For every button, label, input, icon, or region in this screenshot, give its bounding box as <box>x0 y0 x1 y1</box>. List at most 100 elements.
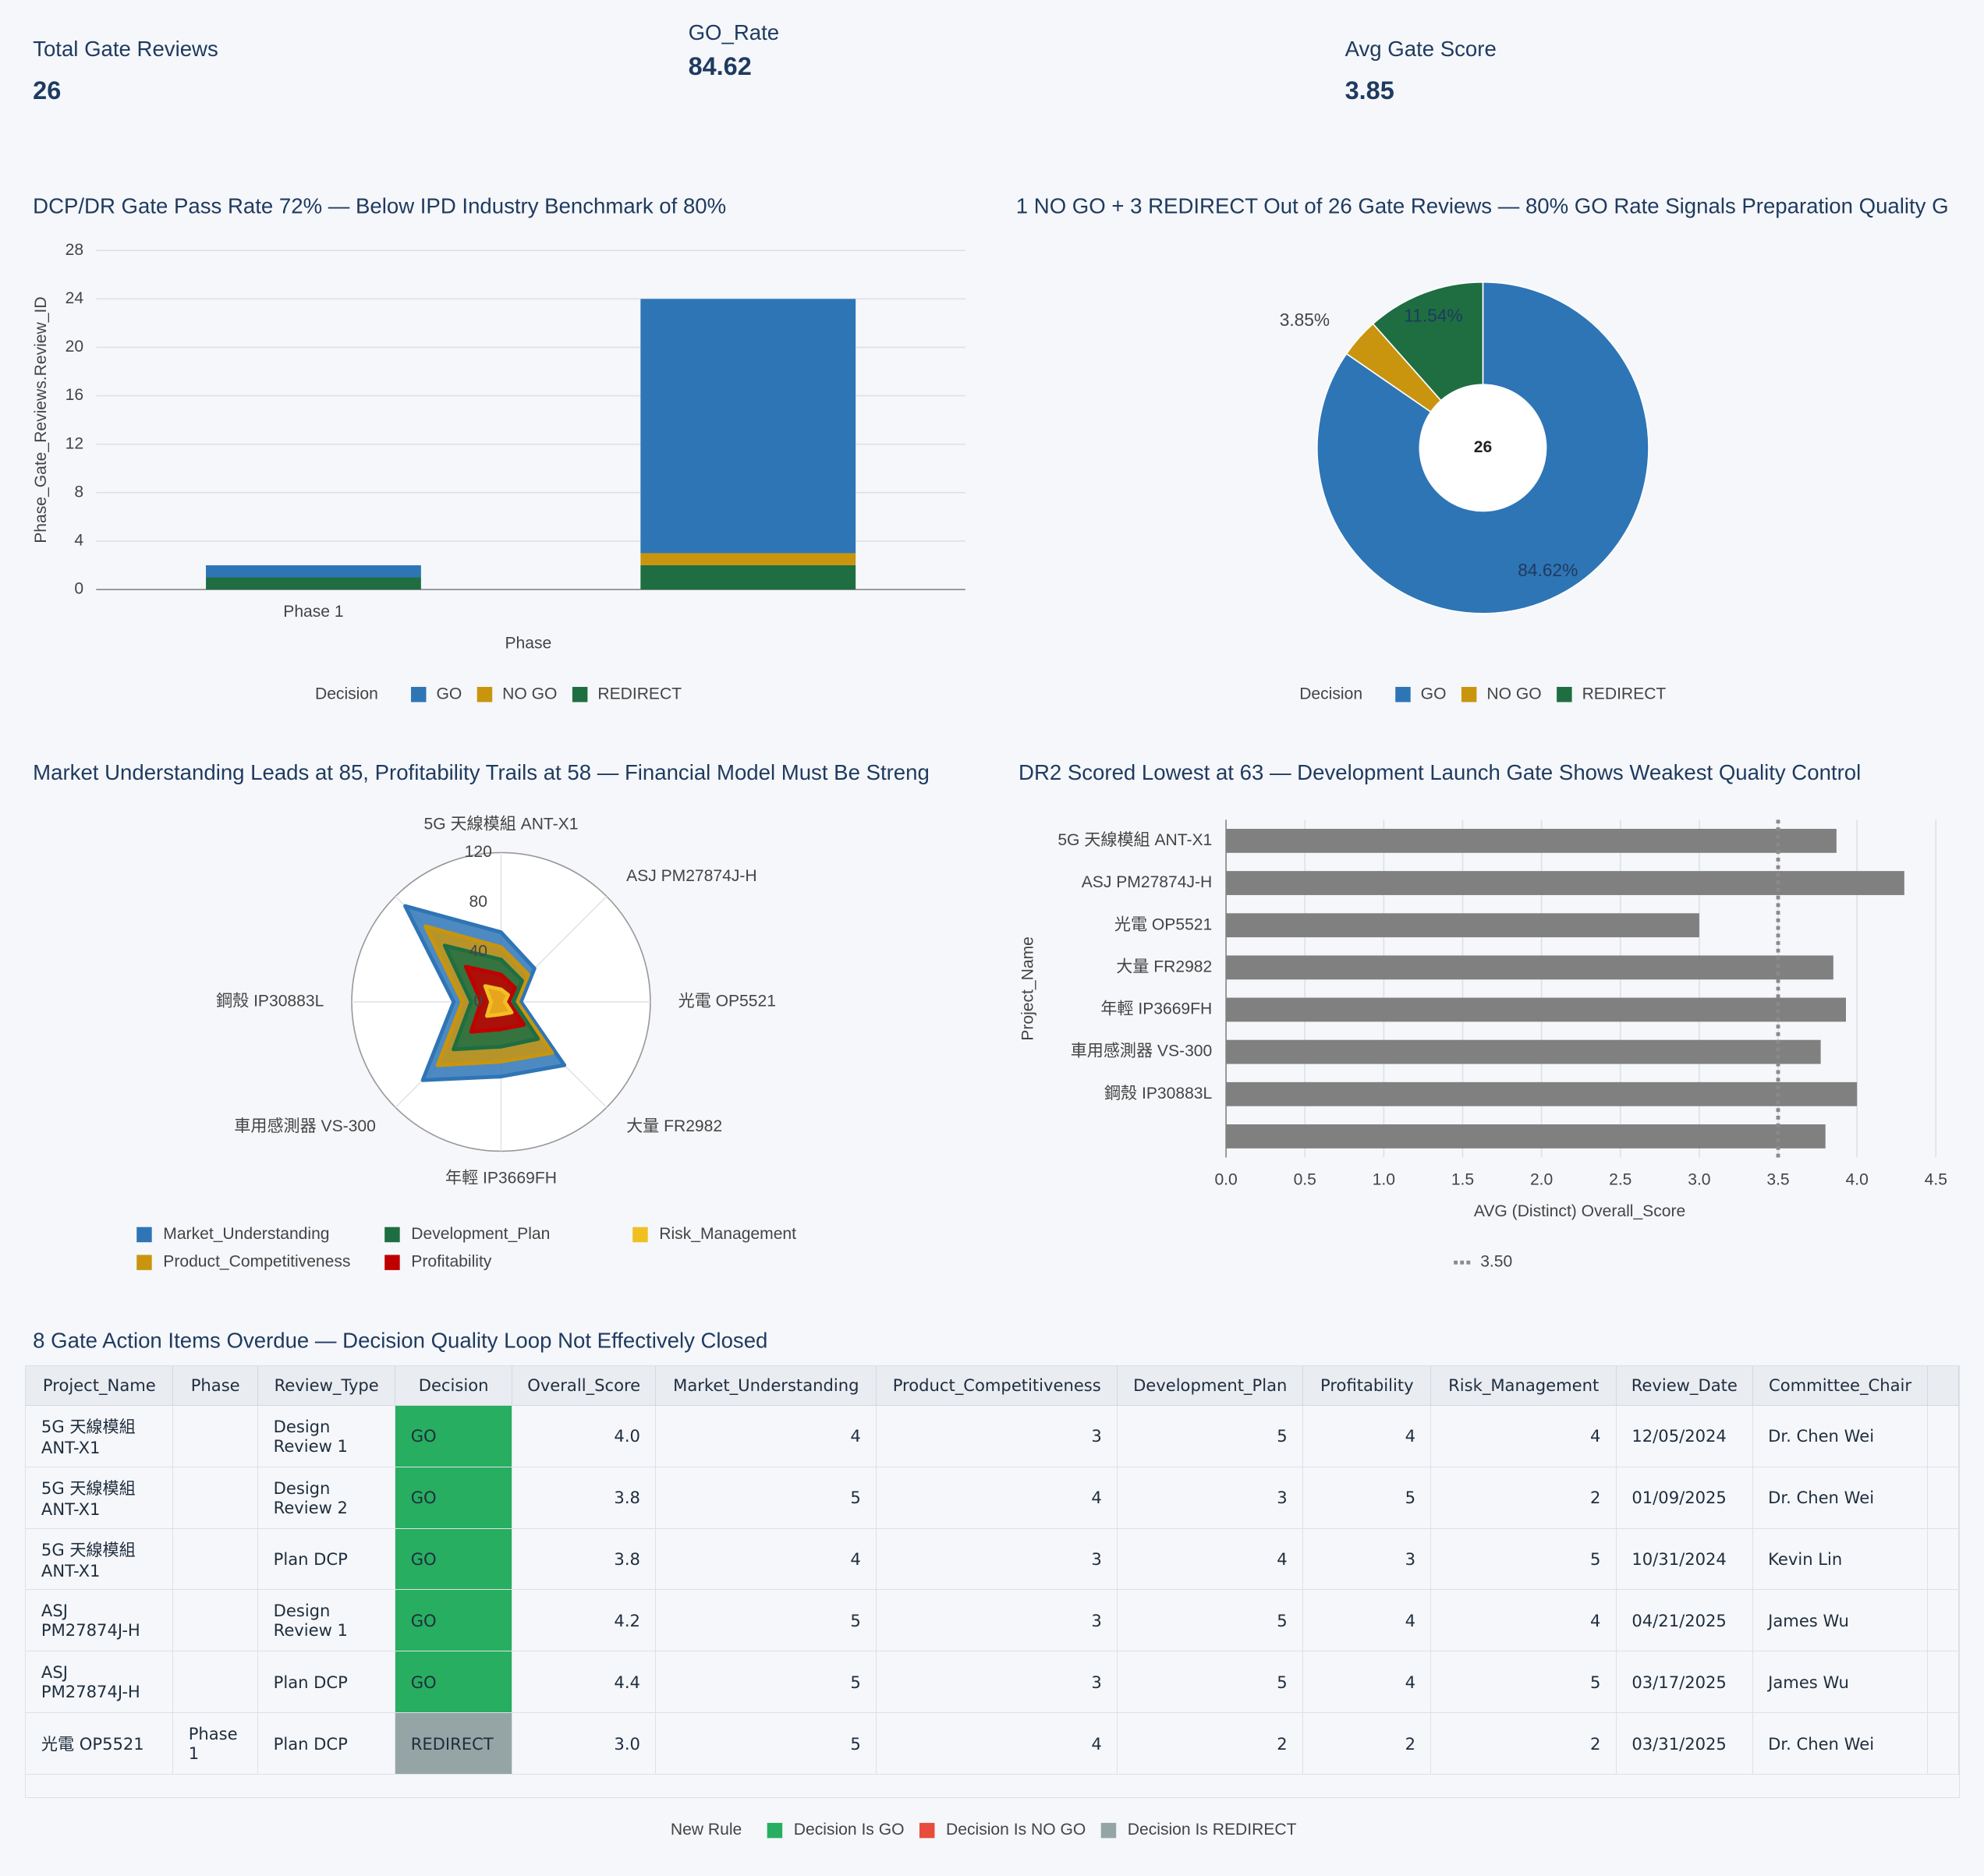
table-cell: 2 <box>1430 1467 1617 1529</box>
table-cell: ASJ PM27874J-H <box>26 1589 174 1652</box>
bar <box>1226 1039 1821 1064</box>
row-filler <box>1927 1712 1960 1775</box>
bar-segment <box>640 565 856 590</box>
table-cell: 2 <box>1117 1712 1304 1775</box>
x-tick-label: 2.5 <box>1609 1170 1631 1188</box>
table-cell: 4 <box>1430 1405 1617 1467</box>
center-label: 26 <box>1474 438 1492 456</box>
legend-swatch <box>632 1226 648 1243</box>
table-cell: 3.8 <box>512 1467 657 1529</box>
column-header: Profitability <box>1302 1365 1432 1406</box>
bar <box>1226 913 1699 938</box>
table-cell: 3 <box>1302 1528 1432 1591</box>
bar-segment <box>206 565 421 578</box>
kpi-value: 3.85 <box>1345 76 1394 104</box>
table-cell: 4 <box>876 1712 1118 1775</box>
row-filler <box>1927 1405 1960 1467</box>
decision-cell: GO <box>395 1651 512 1714</box>
table-cell: Plan DCP <box>257 1651 396 1714</box>
bar <box>1226 955 1833 980</box>
legend-label: GO <box>436 685 462 703</box>
table-row: 5G 天線模組 ANT-X1 Design Review 1 GO 4.0 4 3 5 4 4 1… <box>26 1405 1960 1467</box>
bar <box>1226 1124 1826 1149</box>
table-cell: 5 <box>1117 1405 1304 1467</box>
kpi-label: GO_Rate <box>689 20 780 44</box>
x-tick-label: 2.0 <box>1530 1170 1553 1188</box>
y-tick-label: 鋼殼 IP30883L <box>1104 1084 1213 1103</box>
table-cell: 5G 天線模組 ANT-X1 <box>26 1405 174 1467</box>
row-filler <box>1927 1528 1960 1591</box>
category-label: 光電 OP5521 <box>678 992 776 1011</box>
table-cell: James Wu <box>1752 1589 1929 1652</box>
table-cell: 5G 天線模組 ANT-X1 <box>26 1528 174 1591</box>
table-cell: 5 <box>655 1589 877 1652</box>
y-tick-label: 28 <box>66 241 83 259</box>
table-cell: 3 <box>876 1528 1118 1591</box>
legend-label: Decision Is GO <box>794 1821 905 1839</box>
decision-cell: GO <box>395 1528 512 1591</box>
r-tick-label: 120 <box>465 843 492 861</box>
y-tick-label: 大量 FR2982 <box>1116 957 1212 975</box>
y-tick-label: 12 <box>66 434 83 452</box>
x-tick-label: 0.0 <box>1214 1170 1237 1188</box>
chart-title: 1 NO GO + 3 REDIRECT Out of 26 Gate Revi… <box>1016 193 1949 218</box>
y-tick-label: 光電 OP5521 <box>1114 915 1212 933</box>
table-cell: 4 <box>1302 1589 1432 1652</box>
decision-cell: REDIRECT <box>395 1712 512 1775</box>
legend-swatch <box>1395 686 1411 703</box>
column-header: Market_Understanding <box>655 1365 877 1406</box>
legend-label: GO <box>1421 685 1447 703</box>
y-tick-label: 24 <box>66 289 84 307</box>
category-label: ASJ PM27874J-H <box>626 867 757 885</box>
category-label: 年輕 IP3669FH <box>445 1169 557 1188</box>
bar <box>1226 1081 1858 1106</box>
table-cell: 5 <box>1430 1651 1617 1714</box>
y-tick-label: 8 <box>74 483 83 501</box>
table-cell: 5 <box>1430 1528 1617 1591</box>
legend-title: New Rule <box>671 1821 742 1839</box>
legend-swatch <box>1461 686 1477 703</box>
table-row: 光電 OP5521 Phase 1 Plan DCP REDIRECT 3.0 5 4 2 2 2… <box>26 1712 1960 1775</box>
data-label: 11.54% <box>1404 306 1462 326</box>
x-tick-label: 4.5 <box>1925 1170 1947 1188</box>
decision-cell: GO <box>395 1589 512 1652</box>
table-cell: Dr. Chen Wei <box>1752 1467 1929 1529</box>
row-filler <box>1927 1589 1960 1652</box>
column-header: Overall_Score <box>512 1365 657 1406</box>
table-cell: 2 <box>1430 1712 1617 1775</box>
table-cell: Plan DCP <box>257 1528 396 1591</box>
legend-swatch <box>572 686 588 703</box>
donut-hole <box>1419 384 1546 511</box>
table-cell: 03/31/2025 <box>1616 1712 1753 1775</box>
legend-label: NO GO <box>1486 685 1541 703</box>
bar-segment <box>206 577 421 590</box>
table-cell: ASJ PM27874J-H <box>26 1651 174 1714</box>
y-axis-label: Phase_Gate_Reviews.Review_ID <box>32 296 50 543</box>
table-cell: 5 <box>655 1651 877 1714</box>
legend-swatch <box>136 1226 152 1243</box>
table-cell: 4 <box>655 1405 877 1467</box>
column-header: Decision <box>395 1365 512 1406</box>
table-cell: 5 <box>655 1467 877 1529</box>
table-cell: 5 <box>1302 1467 1432 1529</box>
x-tick-label: 3.0 <box>1688 1170 1710 1188</box>
table-cell: 4 <box>1117 1528 1304 1591</box>
legend-label: Development_Plan <box>411 1225 550 1243</box>
header-filler <box>1927 1365 1960 1406</box>
bar-segment <box>640 299 856 554</box>
table-cell: 4 <box>1302 1651 1432 1714</box>
chart-title: Market Understanding Leads at 85, Profit… <box>33 760 930 784</box>
table-cell: Design Review 1 <box>257 1589 396 1652</box>
legend-swatch <box>919 1822 935 1839</box>
table-cell: 5G 天線模組 ANT-X1 <box>26 1467 174 1529</box>
table-cell: 3 <box>876 1651 1118 1714</box>
header-row: Project_Name Phase Review_Type Decision Over… <box>26 1365 1960 1406</box>
y-tick-label: 車用感測器 VS-300 <box>1071 1042 1213 1060</box>
legend-label: Profitability <box>411 1253 492 1271</box>
table: Project_Name Phase Review_Type Decision Over… <box>26 1365 1960 1775</box>
table-cell: 3 <box>876 1405 1118 1467</box>
table-cell: 04/21/2025 <box>1616 1589 1753 1652</box>
bar <box>1226 828 1837 853</box>
y-tick-label: 4 <box>74 532 83 550</box>
